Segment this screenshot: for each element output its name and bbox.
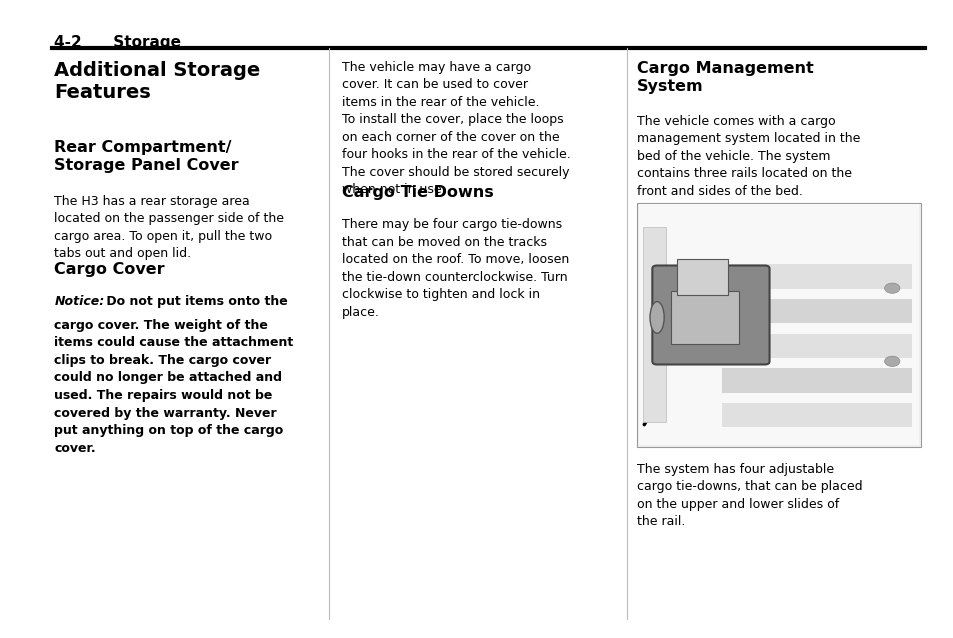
Bar [721,403,911,427]
Text: cargo cover. The weight of the
items could cause the attachment
clips to break. : cargo cover. The weight of the items cou… [54,319,294,454]
Circle shape [883,283,899,293]
Bar [721,265,911,289]
Bar [637,203,920,447]
Text: Notice:: Notice: [54,295,105,308]
Circle shape [883,356,899,366]
Text: The system has four adjustable
cargo tie-downs, that can be placed
on the upper : The system has four adjustable cargo tie… [637,463,862,528]
Text: Cargo Cover: Cargo Cover [54,262,165,277]
Text: The H3 has a rear storage area
located on the passenger side of the
cargo area. : The H3 has a rear storage area located o… [54,195,284,260]
Bar [721,334,911,358]
Text: There may be four cargo tie-downs
that can be moved on the tracks
located on the: There may be four cargo tie-downs that c… [341,218,568,319]
Text: Cargo Management
System: Cargo Management System [637,61,813,94]
Text: The vehicle comes with a cargo
management system located in the
bed of the vehic: The vehicle comes with a cargo managemen… [637,115,860,198]
Text: Additional Storage
Features: Additional Storage Features [54,61,260,102]
FancyBboxPatch shape [652,265,769,364]
Bar [721,368,911,392]
Text: 4-2      Storage: 4-2 Storage [54,35,181,50]
Text: Rear Compartment/
Storage Panel Cover: Rear Compartment/ Storage Panel Cover [54,140,239,174]
Bar [639,204,918,445]
Bar [671,291,739,345]
Text: The vehicle may have a cargo
cover. It can be used to cover
items in the rear of: The vehicle may have a cargo cover. It c… [341,61,570,196]
Text: Do not put items onto the: Do not put items onto the [102,295,288,308]
Ellipse shape [649,302,663,333]
Bar [642,227,665,422]
Bar [677,259,727,295]
Text: Cargo Tie Downs: Cargo Tie Downs [341,185,493,200]
Bar [721,299,911,323]
